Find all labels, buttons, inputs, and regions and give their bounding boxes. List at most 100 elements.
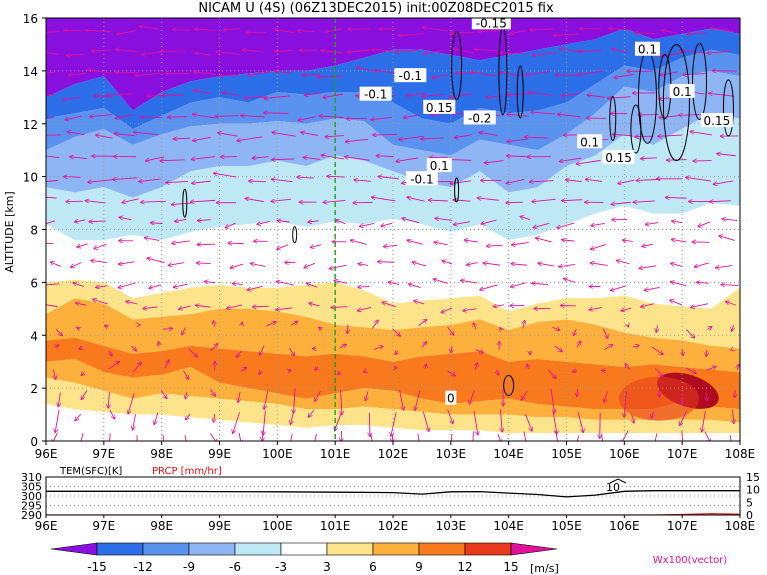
contour-label-box xyxy=(423,99,456,114)
wind-vector xyxy=(472,431,474,441)
wind-vector xyxy=(535,238,552,243)
wind-vector xyxy=(248,71,270,75)
wind-vector xyxy=(132,362,142,373)
contour-labels: -0.150.1-0.10.1-0.10.15-0.2 0.150.10.150.… xyxy=(359,16,733,406)
wind-vector xyxy=(610,285,627,291)
wind-vector xyxy=(651,346,663,355)
sub-y-left-label: 300 xyxy=(21,490,42,503)
wind-vector xyxy=(687,33,706,35)
wind-vector xyxy=(532,198,556,201)
shading-band xyxy=(46,404,740,441)
wind-vector xyxy=(681,431,684,441)
colorbar-tick-label: -15 xyxy=(87,560,107,574)
wind-vector xyxy=(232,283,243,284)
x-tick-label: 102E xyxy=(378,447,409,461)
wind-vector xyxy=(538,263,555,267)
wind-vector xyxy=(469,390,475,404)
wind-vector xyxy=(576,159,601,164)
wind-vector xyxy=(553,34,579,36)
wind-vector xyxy=(666,160,687,161)
wind-vector xyxy=(363,371,366,373)
wind-vector xyxy=(122,198,139,203)
wind-vector xyxy=(303,157,321,159)
wind-vector xyxy=(506,156,526,157)
wind-vector xyxy=(141,201,166,202)
wind-vector xyxy=(625,364,630,370)
wind-vector xyxy=(339,344,346,349)
wind-vector xyxy=(150,223,163,224)
wind-vector xyxy=(559,264,575,266)
wind-vector xyxy=(140,117,163,118)
wind-vector xyxy=(46,71,57,74)
wind-vector xyxy=(463,309,477,311)
wind-vector xyxy=(46,220,56,225)
wind-vector xyxy=(195,29,216,30)
wind-vector xyxy=(55,345,59,347)
wind-vector xyxy=(656,325,657,332)
wind-vector xyxy=(46,116,54,120)
main-y-ticks: 0 2 4 6 8 10 12 14 16 xyxy=(23,12,46,449)
wind-vector xyxy=(271,179,293,183)
wind-vector xyxy=(641,303,655,307)
wind-vector xyxy=(506,202,523,203)
wind-vector xyxy=(685,329,694,339)
wind-vector xyxy=(507,114,529,116)
contour-label: -0.15 xyxy=(476,16,507,30)
wind-vector xyxy=(678,114,704,115)
wind-vector xyxy=(213,321,215,327)
wind-vector xyxy=(230,263,244,268)
wind-vector xyxy=(252,157,269,159)
wind-vector xyxy=(131,345,136,351)
contour-label-box xyxy=(700,113,733,128)
sub-panel: TEM(SFC)[K] PRCP [mm/hr] 10 96E 97E 98E 99E… xyxy=(21,466,760,533)
wind-vector xyxy=(215,116,239,117)
wind-vector xyxy=(702,411,706,432)
wind-vector xyxy=(85,30,111,32)
x-tick-label: 106E xyxy=(609,447,640,461)
wind-vector xyxy=(154,412,159,425)
wind-vector xyxy=(237,136,263,141)
wind-vector xyxy=(616,260,630,265)
wind-vector xyxy=(655,368,663,377)
wind-vector xyxy=(532,283,548,284)
wind-vector xyxy=(297,177,315,178)
contour xyxy=(451,31,463,101)
wind-vector xyxy=(276,281,294,286)
sub-x-tick-label: 98E xyxy=(150,519,173,533)
x-tick-label: 96E xyxy=(35,447,58,461)
wind-vector xyxy=(614,74,634,77)
colorbar-segment xyxy=(188,542,236,556)
wind-vector xyxy=(222,92,239,96)
wind-vector xyxy=(422,93,444,96)
wind-vector xyxy=(195,53,211,55)
wind-vector xyxy=(274,71,292,73)
wind-vector xyxy=(55,329,62,335)
wind-vector xyxy=(73,283,84,287)
wind-vector xyxy=(359,222,375,226)
wind-vector xyxy=(715,266,733,268)
x-tick-label: 97E xyxy=(92,447,115,461)
wind-vector xyxy=(90,115,113,117)
wind-vector xyxy=(319,327,322,330)
sub-x-tick-label: 99E xyxy=(208,519,231,533)
wind-vector xyxy=(290,321,298,326)
wind-vector xyxy=(683,74,705,75)
shading-band xyxy=(46,298,740,373)
wind-vector xyxy=(77,243,88,247)
wind-vector xyxy=(464,240,479,242)
wind-vector xyxy=(264,390,269,410)
contour-label: 0.1 xyxy=(673,85,692,99)
wind-vector xyxy=(173,138,191,139)
contour-label-box xyxy=(359,86,392,101)
wind-vector xyxy=(53,369,56,380)
wind-vector xyxy=(497,434,501,441)
wind-vector xyxy=(338,372,340,375)
wind-vector xyxy=(510,282,526,287)
contour-label-box xyxy=(445,390,457,405)
wind-vector xyxy=(510,30,527,34)
wind-vector xyxy=(577,388,578,397)
wind-vector xyxy=(621,307,632,311)
